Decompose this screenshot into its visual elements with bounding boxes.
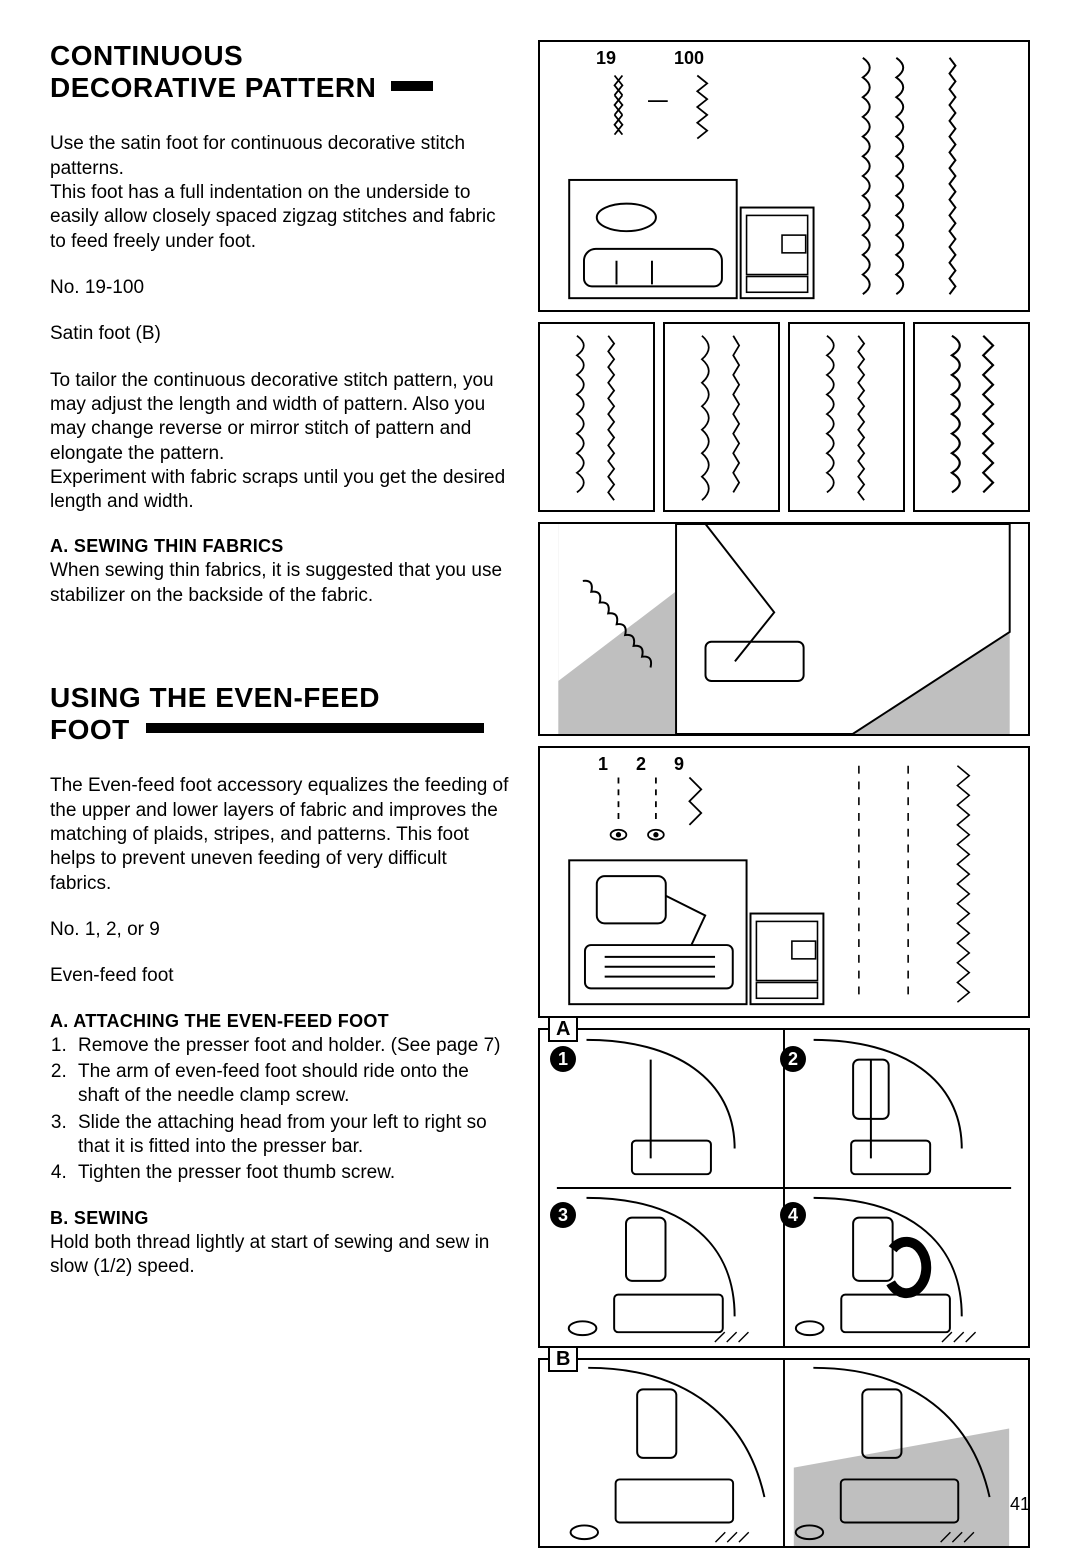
step: The arm of even-feed foot should ride on…: [72, 1060, 510, 1109]
section1-subA-body: When sewing thin fabrics, it is suggeste…: [50, 559, 510, 608]
figure-stitch-row: [538, 322, 1030, 512]
cell-badge-2: 2: [780, 1046, 806, 1072]
badge-b: B: [548, 1346, 578, 1372]
stitch-sample: [663, 322, 780, 512]
stitch-label-19: 19: [596, 48, 616, 69]
cell-badge-3: 3: [550, 1202, 576, 1228]
cell-badge-4: 4: [780, 1202, 806, 1228]
section2-no: No. 1, 2, or 9: [50, 918, 510, 942]
section2-steps: Remove the presser foot and holder. (See…: [50, 1034, 510, 1186]
figure-grid-b: B: [538, 1358, 1030, 1548]
stitch-sample: [538, 322, 655, 512]
section2-subB-title: B. SEWING: [50, 1208, 510, 1229]
section2-p1: The Even-feed foot accessory equalizes t…: [50, 774, 510, 896]
section2-title-line1: USING THE EVEN-FEED: [50, 682, 380, 713]
text-column: CONTINUOUS DECORATIVE PATTERN Use the sa…: [50, 40, 510, 1509]
section2-title-line2: FOOT: [50, 714, 130, 745]
title-rule: [146, 723, 484, 733]
section2-title: USING THE EVEN-FEED FOOT: [50, 682, 510, 746]
section1-p2: To tailor the continuous decorative stit…: [50, 369, 510, 515]
step: Remove the presser foot and holder. (See…: [72, 1034, 510, 1058]
badge-a: A: [548, 1016, 578, 1042]
stitch-label-100: 100: [674, 48, 704, 69]
figure-machine-closeup: [538, 522, 1030, 736]
step: Slide the attaching head from your left …: [72, 1111, 510, 1160]
step: Tighten the presser foot thumb screw.: [72, 1161, 510, 1185]
section2-foot: Even-feed foot: [50, 964, 510, 988]
section2-subB-body: Hold both thread lightly at start of sew…: [50, 1231, 510, 1280]
section1-subA-title: A. SEWING THIN FABRICS: [50, 536, 510, 557]
section1-title: CONTINUOUS DECORATIVE PATTERN: [50, 40, 510, 104]
ef-label-9: 9: [674, 754, 684, 775]
section1-no: No. 19-100: [50, 276, 510, 300]
evenfeed-svg: [540, 748, 1028, 1016]
cell-badge-1: 1: [550, 1046, 576, 1072]
figure-grid-a: A: [538, 1028, 1030, 1348]
figure-column: 19 100: [538, 40, 1030, 1509]
ef-label-1: 1: [598, 754, 608, 775]
ef-label-2: 2: [636, 754, 646, 775]
section1-foot: Satin foot (B): [50, 322, 510, 346]
stitch-sample: [788, 322, 905, 512]
stitch-select-svg: [540, 42, 1028, 310]
stitch-sample: [913, 322, 1030, 512]
section1-title-line2: DECORATIVE PATTERN: [50, 72, 376, 103]
page-number: 41: [1010, 1494, 1030, 1515]
section1-p1: Use the satin foot for continuous decora…: [50, 132, 510, 254]
section1-title-line1: CONTINUOUS: [50, 40, 243, 71]
figure-stitch-select: 19 100: [538, 40, 1030, 312]
section2-subA-title: A. ATTACHING THE EVEN-FEED FOOT: [50, 1011, 510, 1032]
figure-evenfeed-select: 1 2 9: [538, 746, 1030, 1018]
title-rule: [391, 81, 433, 91]
